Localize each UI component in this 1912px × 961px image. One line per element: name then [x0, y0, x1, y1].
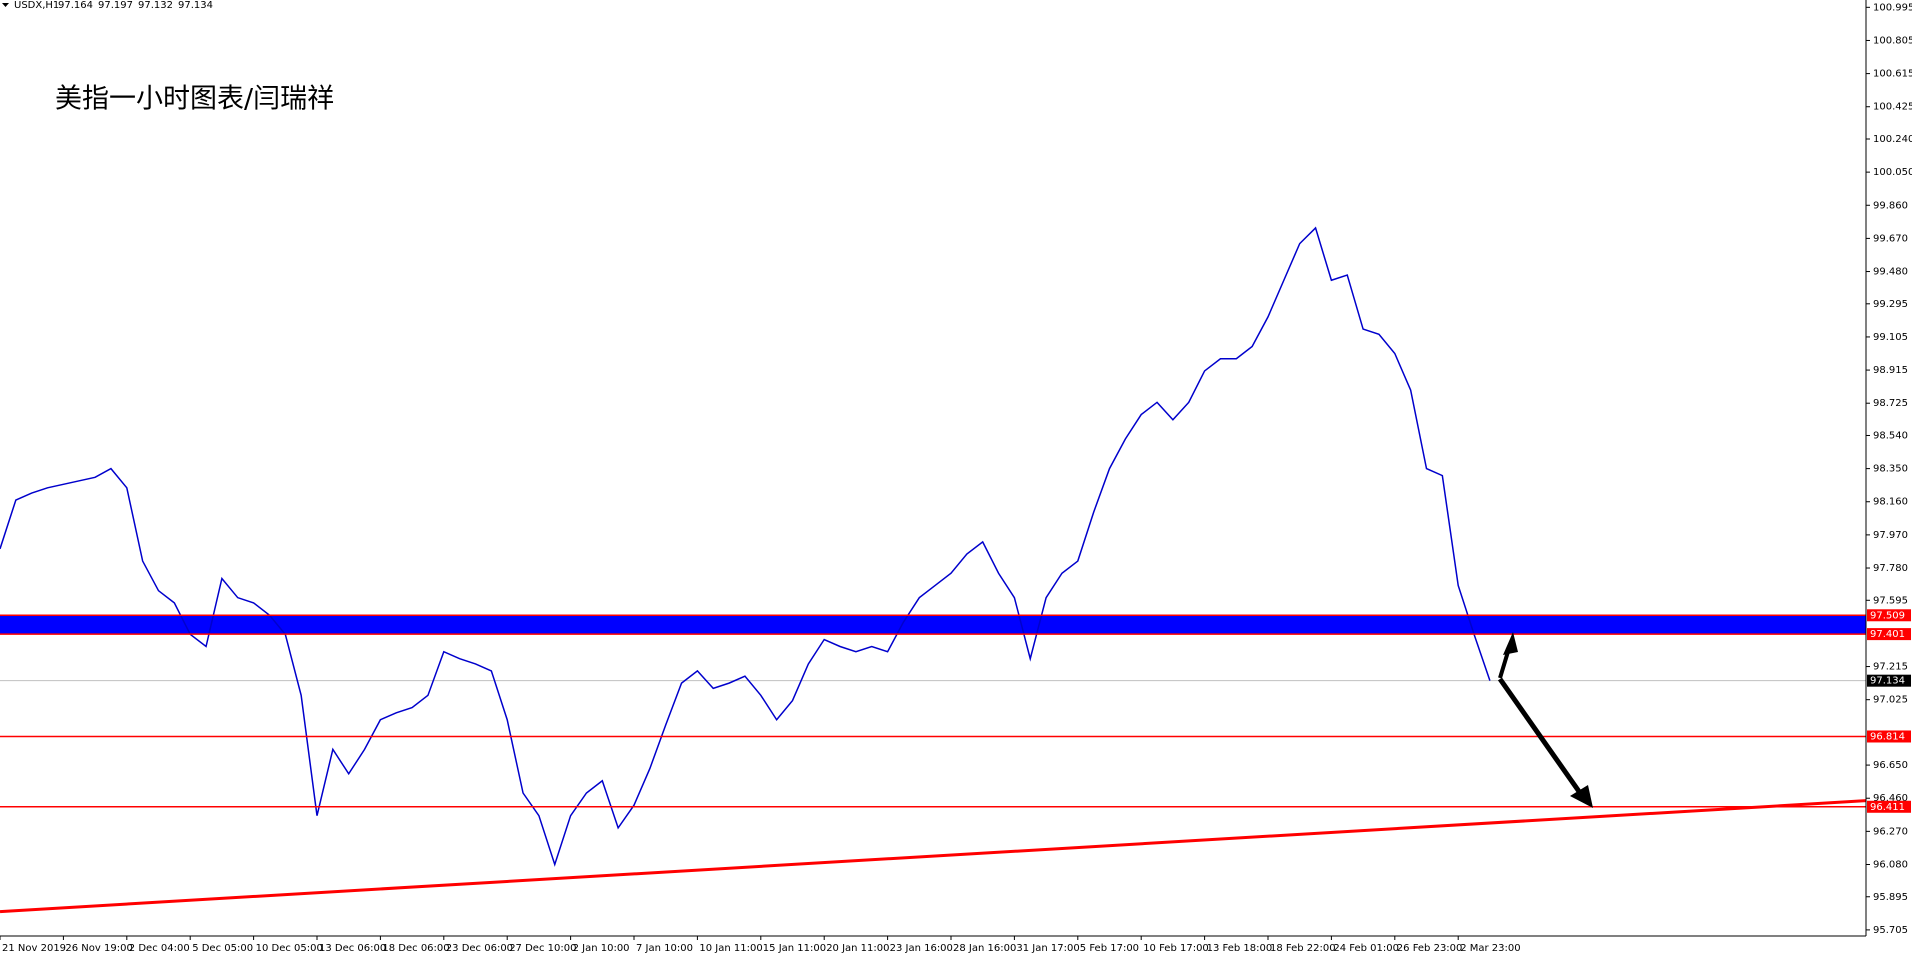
- y-tick-label: 96.650: [1873, 760, 1908, 771]
- y-tick-label: 97.025: [1873, 695, 1908, 706]
- y-tick-label: 97.780: [1873, 563, 1908, 574]
- menu-arrow: [2, 3, 9, 7]
- x-tick-label: 10 Jan 11:00: [699, 943, 762, 954]
- ohlc-value: 97.164: [58, 0, 93, 11]
- y-tick-label: 100.615: [1873, 69, 1912, 80]
- ohlc-value: 97.197: [98, 0, 133, 11]
- y-tick-label: 98.350: [1873, 464, 1908, 475]
- y-tick-label: 99.670: [1873, 233, 1908, 244]
- level-label-box: [1867, 800, 1911, 813]
- y-tick-label: 97.215: [1873, 662, 1908, 673]
- y-tick-label: 99.105: [1873, 332, 1908, 343]
- level-band: [0, 615, 1866, 635]
- y-tick-label: 99.860: [1873, 200, 1908, 211]
- y-tick-label: 96.080: [1873, 859, 1908, 870]
- last-price-box: [1867, 674, 1911, 687]
- level-label: 97.509: [1870, 610, 1905, 621]
- y-tick-label: 98.725: [1873, 398, 1908, 409]
- x-tick-label: 31 Jan 17:00: [1016, 943, 1079, 954]
- y-tick-label: 98.915: [1873, 365, 1908, 376]
- x-tick-label: 13 Feb 18:00: [1207, 943, 1273, 954]
- y-tick-label: 96.460: [1873, 793, 1908, 804]
- y-tick-label: 100.995: [1873, 2, 1912, 13]
- y-tick-label: 96.270: [1873, 826, 1908, 837]
- x-tick-label: 7 Jan 10:00: [636, 943, 693, 954]
- y-tick-label: 98.160: [1873, 497, 1908, 508]
- x-tick-label: 28 Jan 16:00: [953, 943, 1016, 954]
- x-tick-label: 2 Mar 23:00: [1460, 943, 1520, 954]
- x-tick-label: 26 Nov 19:00: [65, 943, 132, 954]
- y-tick-label: 97.595: [1873, 595, 1908, 606]
- y-tick-label: 95.895: [1873, 892, 1908, 903]
- x-tick-label: 26 Feb 23:00: [1397, 943, 1463, 954]
- level-label: 96.411: [1870, 802, 1905, 813]
- x-tick-label: 2 Jan 10:00: [573, 943, 630, 954]
- down-arrow-head: [1570, 785, 1593, 808]
- y-tick-label: 99.480: [1873, 267, 1908, 278]
- x-tick-label: 20 Jan 11:00: [826, 943, 889, 954]
- x-tick-label: 5 Dec 05:00: [192, 943, 253, 954]
- symbol: USDX,H1: [14, 0, 59, 11]
- up-arrow-head: [1503, 632, 1518, 655]
- x-tick-label: 24 Feb 01:00: [1333, 943, 1399, 954]
- trendline: [0, 799, 1867, 914]
- ohlc-value: 97.134: [178, 0, 213, 11]
- x-tick-label: 21 Nov 2019: [2, 943, 66, 954]
- price-line: [0, 226, 1491, 867]
- y-tick-label: 100.240: [1873, 134, 1912, 145]
- x-tick-label: 5 Feb 17:00: [1080, 943, 1139, 954]
- x-tick-label: 10 Feb 17:00: [1143, 943, 1209, 954]
- y-tick-label: 100.805: [1873, 35, 1912, 46]
- level-label: 96.814: [1870, 731, 1905, 742]
- y-tick-label: 99.295: [1873, 299, 1908, 310]
- y-tick-label: 100.425: [1873, 102, 1912, 113]
- x-tick-label: 2 Dec 04:00: [129, 943, 190, 954]
- x-tick-label: 10 Dec 05:00: [256, 943, 323, 954]
- level-label-box: [1867, 628, 1911, 641]
- down-arrow-shaft: [1497, 677, 1588, 802]
- level-label: 97.401: [1870, 629, 1905, 640]
- level-label-box: [1867, 730, 1911, 743]
- x-tick-label: 13 Dec 06:00: [319, 943, 386, 954]
- x-tick-label: 23 Dec 06:00: [446, 943, 513, 954]
- y-tick-label: 100.050: [1873, 167, 1912, 178]
- x-tick-label: 23 Jan 16:00: [890, 943, 953, 954]
- x-tick-label: 18 Dec 06:00: [382, 943, 449, 954]
- ohlc-value: 97.132: [138, 0, 173, 11]
- x-tick-label: 18 Feb 22:00: [1270, 943, 1336, 954]
- y-tick-label: 97.970: [1873, 530, 1908, 541]
- ohlc-header: 97.164 97.197 97.132 97.134: [58, 0, 213, 11]
- level-label-box: [1867, 609, 1911, 622]
- x-tick-label: 27 Dec 10:00: [509, 943, 576, 954]
- last-price-label: 97.134: [1870, 676, 1905, 687]
- y-tick-label: 98.540: [1873, 430, 1908, 441]
- x-tick-label: 15 Jan 11:00: [763, 943, 826, 954]
- chart-title: 美指一小时图表/闫瑞祥: [55, 84, 334, 115]
- y-tick-label: 95.705: [1873, 925, 1908, 936]
